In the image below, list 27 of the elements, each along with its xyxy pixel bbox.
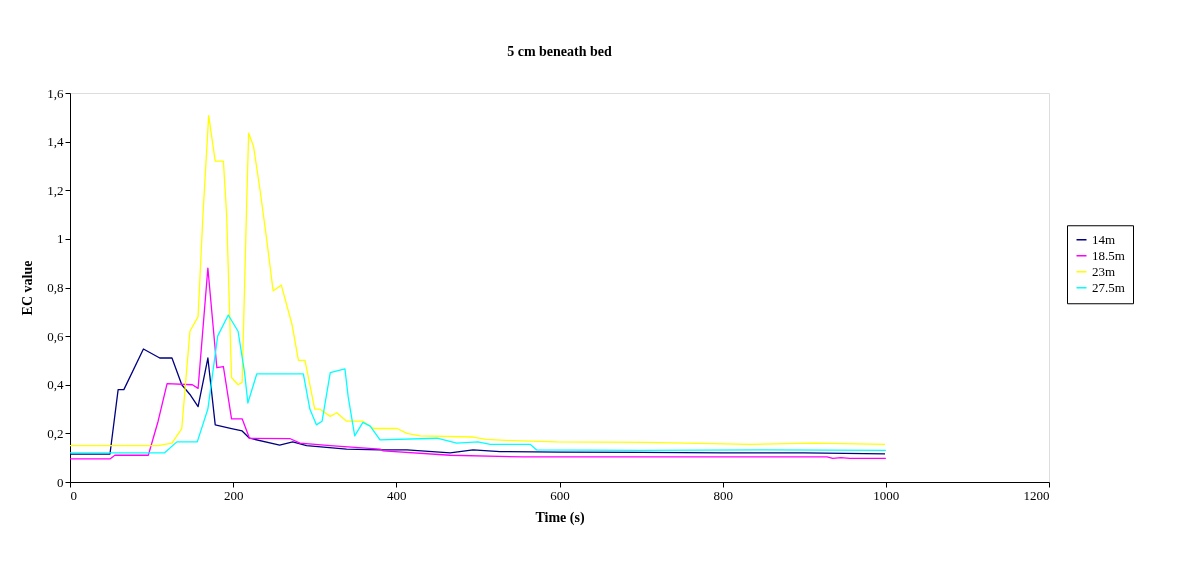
y-tick-label: 0,4: [47, 377, 64, 393]
x-tick-label: 800: [713, 487, 733, 503]
y-tick-label: 1: [57, 231, 64, 247]
y-tick-label: 0,2: [47, 425, 64, 441]
x-tick-label: 0: [70, 487, 77, 503]
line-series: [69, 314, 887, 454]
y-tick-label: 0,8: [47, 280, 64, 295]
line-series: [69, 114, 886, 447]
y-tick-label: 1,4: [47, 134, 64, 150]
x-tick-label: 1000: [873, 487, 900, 503]
legend-label: 14m: [1092, 231, 1116, 247]
legend-label: 18.5m: [1092, 247, 1125, 263]
y-tick-label: 0,6: [47, 328, 64, 344]
legend-label: 27.5m: [1092, 279, 1125, 295]
x-tick-label: 1200: [1023, 487, 1050, 503]
x-tick-label: 200: [223, 487, 244, 503]
chart-title: 5 cm beneath bed: [507, 44, 613, 59]
y-tick-label: 1,6: [47, 85, 64, 101]
y-axis-title: EC value: [20, 260, 36, 316]
x-axis-title: Time (s): [535, 509, 585, 526]
line-series: [69, 267, 887, 460]
x-tick-label: 400: [387, 487, 407, 503]
legend-label: 23m: [1092, 263, 1116, 279]
y-tick-label: 0: [57, 474, 64, 490]
x-tick-label: 600: [550, 487, 570, 503]
line-series: [69, 348, 886, 455]
y-tick-label: 1,2: [47, 182, 64, 198]
